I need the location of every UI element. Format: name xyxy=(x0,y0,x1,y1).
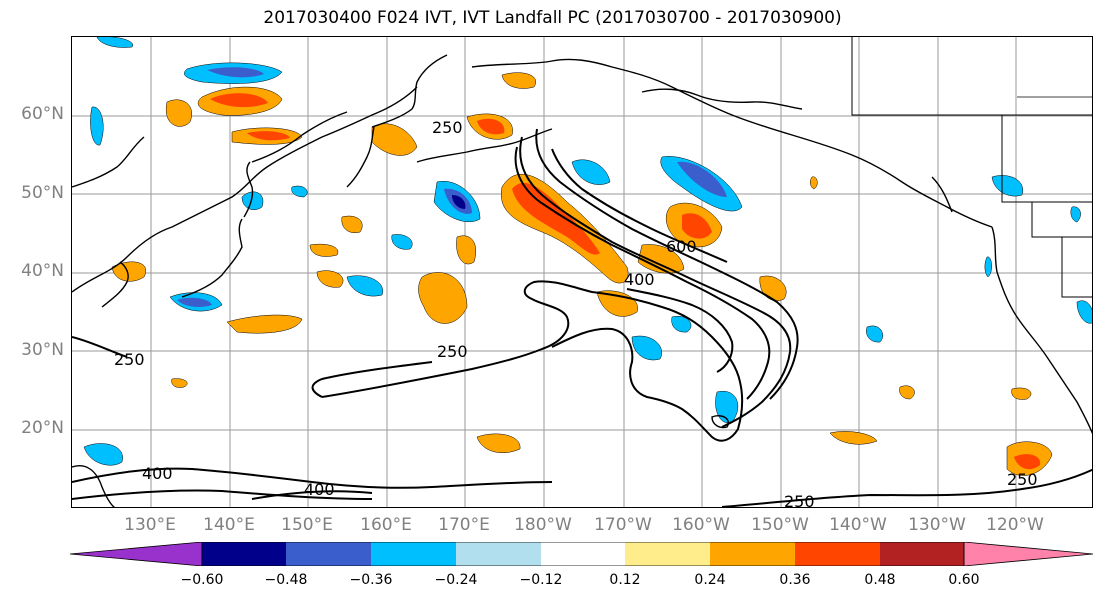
contour-label: 250 xyxy=(784,492,815,508)
colorbar-tick-label: −0.48 xyxy=(264,572,308,588)
lon-label-150w: 150°W xyxy=(751,515,809,535)
lat-label-30n: 30°N xyxy=(21,340,64,360)
contour-labels: 250 600 400 250 250 400 400 250 250 xyxy=(114,118,1038,508)
lon-label-160e: 160°E xyxy=(360,515,412,535)
ivt-contours xyxy=(72,128,1092,507)
lat-label-60n: 60°N xyxy=(21,104,64,124)
colorbar-segment xyxy=(795,542,880,566)
positive-anomaly-shading xyxy=(111,72,1053,476)
colorbar-tick-label: −0.60 xyxy=(180,572,224,588)
colorbar-segment xyxy=(286,542,371,566)
lon-label-140e: 140°E xyxy=(203,515,255,535)
contour-label: 400 xyxy=(304,480,335,499)
map-panel: 250 600 400 250 250 400 400 250 250 xyxy=(71,36,1093,508)
lon-label-120w: 120°W xyxy=(986,515,1044,535)
contour-label: 600 xyxy=(666,237,697,256)
lon-label-170e: 170°E xyxy=(438,515,490,535)
colorbar-tick-label: 0.12 xyxy=(609,572,641,588)
colorbar-segment xyxy=(710,542,795,566)
lon-label-140w: 140°W xyxy=(829,515,887,535)
colorbar-segment xyxy=(456,542,541,566)
lon-label-130e: 130°E xyxy=(124,515,176,535)
contour-label: 250 xyxy=(1007,470,1038,489)
colorbar-segment xyxy=(963,542,1094,566)
lat-label-40n: 40°N xyxy=(21,261,64,281)
contour-label: 250 xyxy=(437,342,468,361)
colorbar-tick-label: −0.36 xyxy=(349,572,393,588)
negative-anomaly-shading xyxy=(83,37,1092,466)
colorbar-segment xyxy=(202,542,286,566)
map-canvas: 250 600 400 250 250 400 400 250 250 xyxy=(72,37,1092,508)
colorbar-segment xyxy=(625,542,710,566)
contour-label: 250 xyxy=(432,118,463,137)
colorbar-tick-label: −0.24 xyxy=(434,572,478,588)
lon-label-180w: 180°W xyxy=(514,515,572,535)
lon-label-170w: 170°W xyxy=(594,515,652,535)
colorbar-tick-label: 0.24 xyxy=(694,572,726,588)
colorbar-segment xyxy=(541,542,625,566)
colorbar-tick-label: 0.36 xyxy=(779,572,811,588)
colorbar-tick-label: 0.60 xyxy=(948,572,980,588)
lon-label-160w: 160°W xyxy=(672,515,730,535)
lon-label-130w: 130°W xyxy=(908,515,966,535)
lat-label-50n: 50°N xyxy=(21,183,64,203)
colorbar-tick-label: −0.12 xyxy=(519,572,563,588)
colorbar-segment xyxy=(880,542,964,566)
colorbar-tick-label: 0.48 xyxy=(864,572,896,588)
lat-label-20n: 20°N xyxy=(21,418,64,438)
colorbar-segment xyxy=(70,542,203,566)
contour-label: 250 xyxy=(114,350,145,369)
colorbar-segment xyxy=(371,542,456,566)
contour-label: 400 xyxy=(142,464,173,483)
coastlines xyxy=(72,37,1092,507)
lon-label-150e: 150°E xyxy=(281,515,333,535)
colorbar xyxy=(70,542,1094,566)
map-title: 2017030400 F024 IVT, IVT Landfall PC (20… xyxy=(263,8,842,28)
contour-label: 400 xyxy=(624,270,655,289)
